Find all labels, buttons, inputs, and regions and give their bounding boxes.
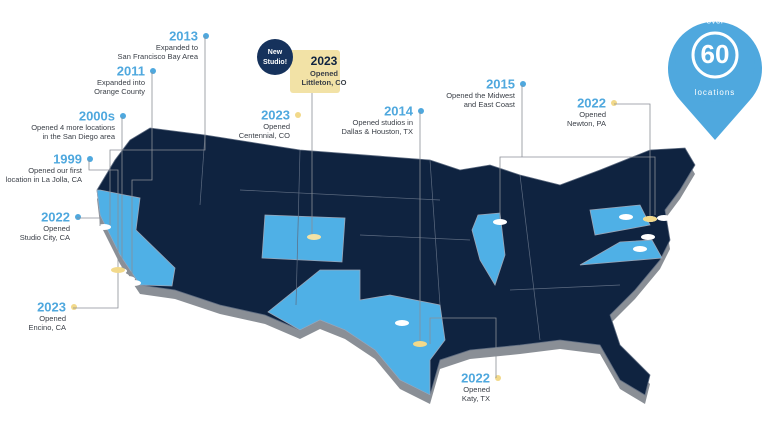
badge-number: 60 [701,39,730,69]
milestone-dot [418,108,424,114]
milestone-line: in the San Diego area [42,132,115,141]
milestone-year: 2022 [461,370,490,385]
milestone-dot [520,81,526,87]
milestone-line: Expanded into [97,78,145,87]
milestone-line: Opened [43,224,70,233]
milestone-line: Orange County [94,87,145,96]
milestone-line: Dallas & Houston, TX [341,127,413,136]
marker [493,219,507,225]
badge: over 60 locations [668,15,762,141]
leader-line [77,217,101,226]
milestone-line: Centennial, CO [239,131,290,140]
milestone-year: 2022 [41,209,70,224]
marker [413,341,427,347]
badge-bottom: locations [695,88,736,97]
milestone-line: Opened studios in [353,118,413,127]
state-line [519,174,541,341]
us-outline [96,127,696,396]
marker [97,224,111,230]
state-line [429,159,441,306]
new-tag-text: Studio! [263,59,287,66]
state-pa [589,204,651,236]
milestone-year: 2023 [261,107,290,122]
milestone-dot [611,100,617,106]
highlight-line: Littleton, CO [302,78,347,87]
milestone-line: Opened our first [28,166,83,175]
badge-ring [691,31,739,79]
leader-line [499,85,656,220]
highlight-box [290,50,340,93]
milestone-line: and East Coast [464,100,516,109]
milestone-dot [120,113,126,119]
milestone-year: 2013 [169,28,198,43]
milestone-line: Studio City, CA [20,233,70,242]
milestone-line: San Francisco Bay Area [118,52,199,61]
milestone-line: Opened [39,314,66,323]
marker [641,234,655,240]
milestone-dot [150,68,156,74]
badge-disc [675,22,755,102]
leader-line [614,103,651,217]
milestone-dot [75,214,81,220]
milestone-year: 2011 [117,63,145,78]
leader-line [73,272,119,309]
milestone-line: Opened the Midwest [446,91,516,100]
milestone-dot [203,33,209,39]
highlight: New Studio! 2023 Opened Littleton, CO [257,39,347,240]
milestone-line: Newton, PA [567,119,606,128]
milestone-year: 2022 [577,95,606,110]
leader-line [88,160,119,270]
leader-line [429,317,497,378]
highlight-line: Opened [310,69,338,78]
us-map [96,127,696,404]
new-tag [257,39,293,75]
badge-top: over [706,15,724,25]
milestone-year: 2014 [384,103,414,118]
milestone-dot [87,156,93,162]
milestone-line: Expanded to [156,43,198,52]
state-tx [267,269,446,396]
milestone-year: 2023 [37,299,66,314]
leader-line [131,72,153,280]
milestone-line: Opened [263,122,290,131]
marker [657,215,671,221]
milestone-line: Katy, TX [462,394,490,403]
highlight-year: 2023 [311,54,338,68]
milestone-year: 1999 [53,151,82,166]
milestone-dot [71,304,77,310]
milestone-year: 2015 [486,76,515,91]
marker [633,246,647,252]
marker [643,216,657,222]
milestone-line: Opened [463,385,490,394]
state-line [199,134,206,206]
milestone-line: Opened [579,110,606,119]
milestone-dot [295,112,301,118]
milestone-dot [495,375,501,381]
marker [395,320,409,326]
new-tag-text: New [268,49,283,56]
state-co [261,214,346,263]
marker [111,267,125,273]
marker [307,234,321,240]
state-line [359,234,471,241]
state-line [509,284,621,291]
state-line [295,149,301,306]
milestone-line: location in La Jolla, CA [6,175,82,184]
marker [619,214,633,220]
milestone-year: 2000s [79,108,115,123]
marker [121,276,135,282]
leader-line [109,36,206,225]
milestone-line: Encino, CA [28,323,66,332]
state-ca [96,189,176,287]
state-line [239,189,441,201]
milestone-line: Opened 4 more locations [31,123,115,132]
